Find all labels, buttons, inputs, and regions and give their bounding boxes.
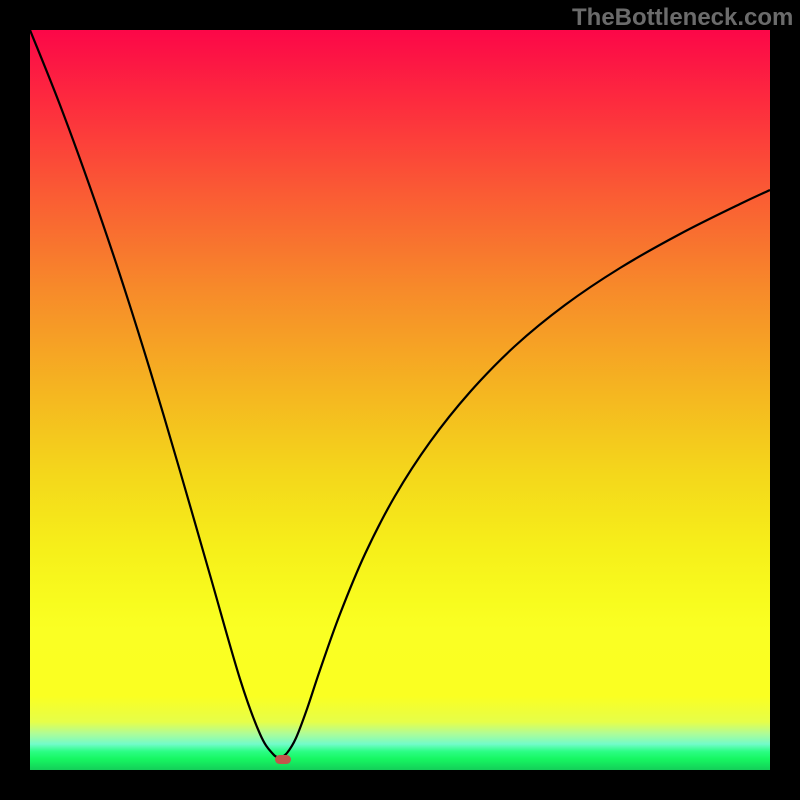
frame-border-bottom [0,770,800,800]
frame-border-left [0,0,30,800]
chart-canvas [0,0,800,800]
watermark-text: TheBottleneck.com [572,4,793,32]
optimal-point-marker [275,755,291,764]
plot-background [30,30,770,770]
frame-border-right [770,0,800,800]
